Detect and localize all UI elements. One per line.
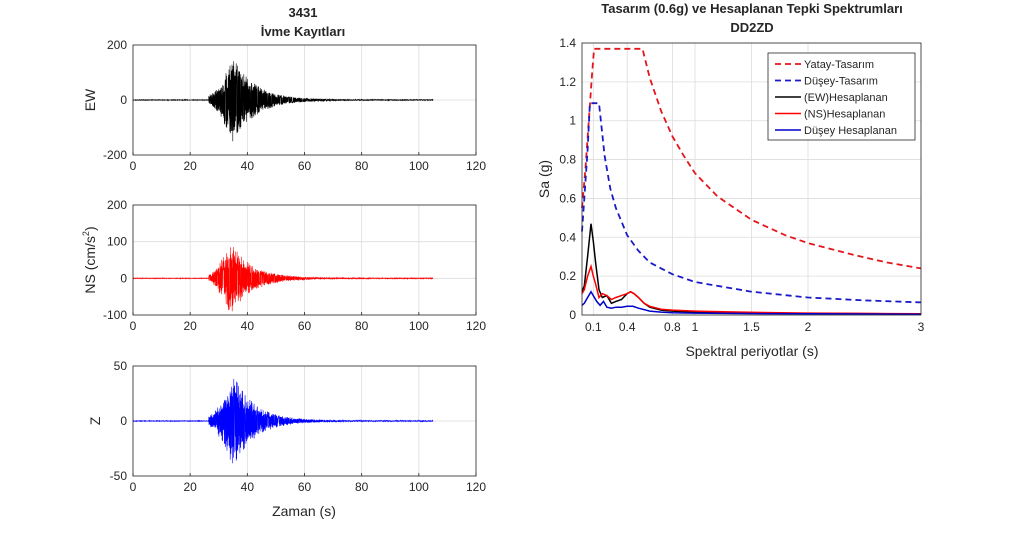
legend-label: Düşey Hesaplanan [804, 125, 897, 137]
y-tick-label: 100 [107, 235, 127, 249]
spectrum-x-tick-label: 1.5 [743, 320, 760, 334]
z-ylabel: Z [87, 416, 103, 425]
ew-ylabel: EW [82, 88, 98, 111]
spectrum-y-tick-label: 0 [569, 308, 576, 322]
y-tick-label: 200 [107, 38, 127, 52]
x-tick-label: 100 [409, 480, 429, 494]
series-line-4 [581, 290, 922, 315]
x-tick-label: 40 [241, 480, 255, 494]
spectrum-x-tick-label: 0.1 [585, 320, 602, 334]
legend-label: (NS)Hesaplanan [804, 109, 885, 121]
z-xlabel: Zaman (s) [272, 503, 336, 519]
ns-ylabel-sup: 2 [81, 231, 91, 236]
spectrum-x-tick-label: 3 [918, 320, 925, 334]
y-tick-label: 50 [114, 359, 128, 373]
ns-ylabel-main: NS (cm/s [82, 236, 98, 294]
spectrum-y-tick-label: 0.2 [559, 269, 576, 283]
legend-label: Düşey-Tasarım [804, 76, 878, 88]
series-line-3 [581, 263, 922, 315]
spectrum-subtitle: DD2ZD [730, 20, 773, 35]
x-tick-label: 40 [241, 159, 255, 173]
x-tick-label: 20 [183, 159, 197, 173]
spectrum-x-tick-label: 0.4 [619, 320, 636, 334]
spectrum-axes: 0.1 0.4 0.8 1 1.5 2 3 0 0.2 0.4 0.6 0.8 1 1.2 1.4 Sa (… [536, 36, 925, 359]
y-tick-label: 0 [120, 93, 127, 107]
spectrum-y-tick-label: 0.6 [559, 191, 576, 205]
spectrum-y-tick-label: 1.2 [559, 75, 576, 89]
x-tick-label: 0 [130, 480, 137, 494]
spectrum-x-tick-label: 2 [805, 320, 812, 334]
x-tick-label: 80 [355, 319, 369, 333]
x-tick-label: 60 [298, 159, 312, 173]
x-tick-label: 20 [183, 480, 197, 494]
series-line-1 [581, 102, 922, 304]
x-tick-label: 120 [466, 159, 486, 173]
ew-trace [132, 61, 434, 142]
spectrum-y-tick-label: 0.4 [559, 230, 576, 244]
y-tick-label: 0 [120, 271, 127, 285]
x-tick-label: 0 [130, 319, 137, 333]
spectrum-y-tick-label: 1 [569, 114, 576, 128]
spectrum-x-tick-label: 0.8 [664, 320, 681, 334]
legend: Yatay-Tasarım Düşey-Tasarım (EW)Hesaplanan… [767, 52, 916, 141]
ns-trace [132, 247, 434, 312]
spectrum-title: Tasarım (0.6g) ve Hesaplanan Tepki Spekt… [601, 1, 903, 16]
z-trace [132, 378, 434, 464]
x-tick-label: 120 [466, 480, 486, 494]
x-tick-label: 20 [183, 319, 197, 333]
spectrum-y-tick-label: 0.8 [559, 153, 576, 167]
ew-subtitle: İvme Kayıtları [261, 24, 346, 39]
y-tick-label: 200 [107, 198, 127, 212]
spectrum-y-tick-label: 1.4 [559, 36, 576, 50]
x-tick-label: 40 [241, 319, 255, 333]
x-tick-label: 80 [355, 480, 369, 494]
x-tick-label: 0 [130, 159, 137, 173]
ns-ylabel: NS (cm/s2) [81, 226, 98, 293]
ns-ylabel-end: ) [82, 226, 98, 231]
x-tick-label: 100 [409, 319, 429, 333]
x-tick-label: 120 [466, 319, 486, 333]
spectrum-xlabel: Spektral periyotlar (s) [685, 343, 818, 359]
y-tick-label: -100 [103, 308, 127, 322]
ew-title: 3431 [289, 5, 318, 20]
y-tick-label: -50 [110, 469, 128, 483]
spectrum-x-tick-label: 1 [692, 320, 699, 334]
legend-label: (EW)Hesaplanan [804, 92, 888, 104]
spectrum-frame [581, 42, 922, 316]
spectrum-ylabel: Sa (g) [536, 160, 552, 198]
y-tick-label: -200 [103, 148, 127, 162]
x-tick-label: 80 [355, 159, 369, 173]
y-tick-label: 0 [120, 414, 127, 428]
x-tick-label: 60 [298, 319, 312, 333]
legend-label: Yatay-Tasarım [804, 59, 874, 71]
series-line-0 [581, 47, 922, 270]
x-tick-label: 60 [298, 480, 312, 494]
x-tick-label: 100 [409, 159, 429, 173]
